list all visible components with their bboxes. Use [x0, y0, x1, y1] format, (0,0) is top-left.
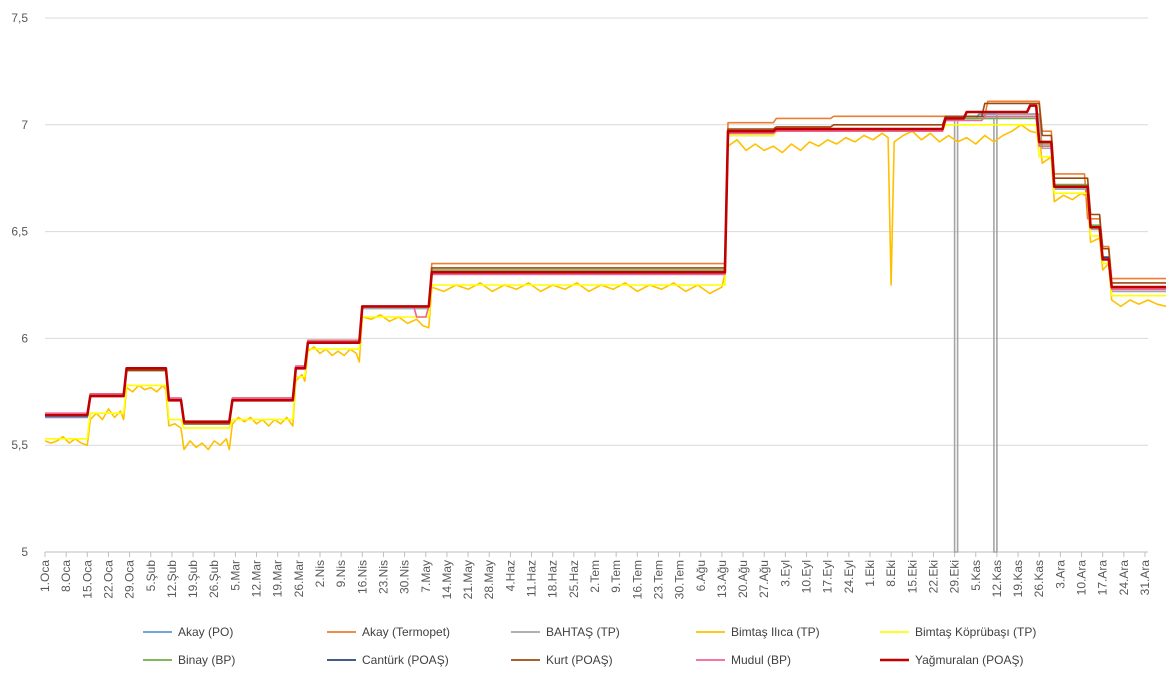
x-tick-label: 24.Ara: [1117, 560, 1131, 596]
series-line: [45, 124, 1166, 440]
x-tick-label: 10.Eyl: [800, 560, 814, 593]
x-tick-label: 12.Mar: [250, 560, 264, 597]
x-tick-label: 5.Şub: [144, 560, 158, 592]
legend-label: Akay (Termopet): [362, 625, 450, 639]
series-line: [44, 124, 1166, 451]
x-tick-label: 10.Ara: [1075, 560, 1089, 596]
x-tick-label: 26.Şub: [207, 560, 221, 598]
series-line: [45, 115, 1166, 423]
x-tick-label: 9.Tem: [609, 560, 623, 593]
x-tick-label: 4.Haz: [503, 560, 517, 591]
x-tick-label: 28.May: [482, 560, 496, 599]
series-line: [45, 113, 1166, 553]
x-tick-label: 17.Eyl: [821, 560, 835, 593]
x-tick-label: 30.Tem: [673, 560, 687, 599]
x-tick-label: 13.Ağu: [715, 560, 729, 598]
x-tick-label: 12.Şub: [165, 560, 179, 598]
x-tick-label: 22.Oca: [101, 560, 115, 599]
x-tick-label: 21.May: [461, 560, 475, 599]
x-tick-label: 26.Mar: [292, 560, 306, 597]
x-tick-label: 23.Tem: [651, 560, 665, 599]
x-tick-label: 12.Kas: [990, 560, 1004, 597]
series-line: [45, 104, 1166, 423]
legend-label: Bimtaş Ilıca (TP): [731, 625, 820, 639]
x-tick-label: 29.Oca: [123, 560, 137, 599]
x-tick-label: 19.Şub: [186, 560, 200, 598]
legend-label: BAHTAŞ (TP): [546, 625, 620, 639]
x-tick-label: 11.Haz: [525, 560, 539, 597]
x-tick-label: 18.Haz: [546, 560, 560, 598]
y-tick-label: 7: [21, 118, 28, 132]
x-tick-label: 31.Ara: [1138, 560, 1152, 596]
series-line: [45, 115, 1166, 423]
x-tick-label: 30.Nis: [398, 560, 412, 594]
y-axis-ticks: 5 5,5 6 6,5 7 7,5: [11, 11, 28, 559]
x-tick-label: 17.Ara: [1096, 560, 1110, 596]
y-tick-label: 6: [21, 331, 28, 345]
y-tick-label: 5,5: [11, 438, 28, 452]
x-tick-label: 14.May: [440, 560, 454, 599]
y-tick-label: 7,5: [11, 11, 28, 25]
x-tick-label: 3.Ara: [1053, 560, 1067, 589]
x-tick-label: 5.Mar: [228, 560, 242, 591]
x-tick-label: 25.Haz: [567, 560, 581, 598]
y-tick-label: 5: [21, 545, 28, 559]
x-axis-ticks: 1.Oca 8.Oca 15.Oca 22.Oca 29.Oca 5.Şub 12.Şub 1…: [38, 552, 1152, 599]
legend-label: Binay (BP): [178, 653, 235, 667]
x-tick-label: 8.Oca: [59, 560, 73, 592]
x-tick-label: 22.Eki: [926, 560, 940, 593]
series-line: [45, 113, 1166, 425]
legend: Akay (PO) Akay (Termopet) BAHTAŞ (TP) Bimta…: [143, 625, 1036, 667]
legend-label: Cantürk (POAŞ): [362, 653, 449, 667]
x-tick-label: 5.Kas: [969, 560, 983, 591]
legend-label: Akay (PO): [178, 625, 233, 639]
legend-label: Bimtaş Köprübaşı (TP): [915, 625, 1036, 639]
x-tick-label: 8.Eki: [884, 560, 898, 587]
legend-label: Yağmuralan (POAŞ): [915, 653, 1024, 667]
x-tick-label: 7.May: [419, 560, 433, 593]
y-tick-label: 6,5: [11, 225, 28, 239]
x-tick-label: 15.Oca: [80, 560, 94, 599]
legend-label: Kurt (POAŞ): [546, 653, 613, 667]
x-tick-label: 3.Eyl: [778, 560, 792, 587]
x-tick-label: 1.Eki: [863, 560, 877, 587]
x-tick-label: 1.Oca: [38, 560, 52, 592]
x-tick-label: 29.Eki: [948, 560, 962, 593]
x-tick-label: 27.Ağu: [757, 560, 771, 598]
x-tick-label: 16.Nis: [355, 560, 369, 594]
x-tick-label: 26.Kas: [1032, 560, 1046, 597]
x-tick-label: 2.Nis: [313, 560, 327, 587]
x-tick-label: 9.Nis: [334, 560, 348, 587]
series-lines: [44, 100, 1166, 553]
x-tick-label: 16.Tem: [630, 560, 644, 599]
series-line: [45, 100, 1166, 423]
x-tick-label: 19.Kas: [1011, 560, 1025, 597]
x-tick-label: 24.Eyl: [842, 560, 856, 593]
x-tick-label: 23.Nis: [376, 560, 390, 594]
x-tick-label: 19.Mar: [271, 560, 285, 597]
x-tick-label: 2.Tem: [588, 560, 602, 593]
x-tick-label: 6.Ağu: [694, 560, 708, 591]
x-tick-label: 15.Eki: [905, 560, 919, 593]
x-tick-label: 20.Ağu: [736, 560, 750, 598]
legend-label: Mudul (BP): [731, 653, 791, 667]
